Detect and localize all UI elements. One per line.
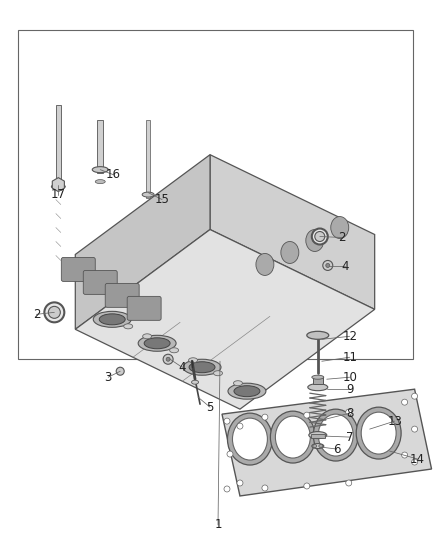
Circle shape — [326, 263, 330, 268]
Ellipse shape — [92, 167, 108, 173]
Ellipse shape — [318, 414, 353, 456]
Circle shape — [116, 367, 124, 375]
Text: 5: 5 — [206, 401, 214, 414]
Text: 4: 4 — [178, 361, 186, 374]
Ellipse shape — [270, 411, 315, 463]
Ellipse shape — [281, 241, 299, 263]
Ellipse shape — [361, 412, 396, 454]
Circle shape — [262, 485, 268, 491]
Text: 14: 14 — [410, 453, 425, 465]
Circle shape — [166, 357, 170, 361]
Text: 16: 16 — [106, 168, 121, 181]
Circle shape — [227, 451, 233, 457]
Polygon shape — [210, 155, 374, 309]
Ellipse shape — [51, 184, 65, 189]
Polygon shape — [75, 230, 374, 409]
FancyBboxPatch shape — [83, 270, 117, 294]
Ellipse shape — [234, 386, 260, 397]
Ellipse shape — [313, 409, 358, 461]
Text: 12: 12 — [342, 330, 357, 343]
Ellipse shape — [307, 332, 329, 340]
Ellipse shape — [309, 432, 327, 439]
Circle shape — [262, 414, 268, 420]
Ellipse shape — [143, 334, 152, 339]
Text: 8: 8 — [346, 407, 353, 419]
Ellipse shape — [99, 314, 125, 325]
Circle shape — [412, 426, 417, 432]
Bar — [311, 434, 325, 438]
Ellipse shape — [312, 375, 324, 379]
Ellipse shape — [331, 216, 349, 238]
Ellipse shape — [228, 383, 266, 399]
Text: 9: 9 — [346, 383, 353, 395]
Ellipse shape — [189, 362, 215, 373]
Circle shape — [315, 231, 325, 241]
Circle shape — [163, 354, 173, 364]
Circle shape — [304, 412, 310, 418]
Ellipse shape — [227, 413, 272, 465]
Circle shape — [323, 261, 333, 270]
Ellipse shape — [276, 416, 310, 458]
Ellipse shape — [142, 192, 154, 197]
Ellipse shape — [233, 381, 243, 386]
Ellipse shape — [308, 384, 328, 391]
Text: 10: 10 — [342, 371, 357, 384]
Text: 6: 6 — [333, 442, 340, 456]
Text: 11: 11 — [342, 351, 357, 364]
Bar — [97, 120, 103, 173]
Ellipse shape — [124, 324, 133, 329]
Text: 17: 17 — [51, 188, 66, 201]
Circle shape — [237, 480, 243, 486]
Circle shape — [44, 302, 64, 322]
Polygon shape — [52, 177, 64, 191]
Ellipse shape — [191, 380, 198, 384]
Circle shape — [304, 483, 310, 489]
Circle shape — [402, 452, 408, 458]
Ellipse shape — [170, 348, 179, 353]
Text: 1: 1 — [214, 519, 222, 531]
Text: 4: 4 — [341, 260, 349, 273]
Bar — [56, 105, 61, 190]
Ellipse shape — [306, 230, 324, 252]
Ellipse shape — [138, 335, 176, 351]
Text: 3: 3 — [105, 371, 112, 384]
Ellipse shape — [256, 254, 274, 276]
Circle shape — [237, 423, 243, 429]
Ellipse shape — [95, 180, 105, 183]
Ellipse shape — [312, 443, 324, 449]
Bar — [18, 30, 413, 359]
Text: 2: 2 — [33, 308, 40, 321]
Bar — [146, 120, 150, 198]
Circle shape — [346, 409, 352, 415]
Ellipse shape — [183, 359, 221, 375]
Polygon shape — [222, 389, 431, 496]
Text: 2: 2 — [338, 231, 346, 244]
Circle shape — [412, 393, 417, 399]
Text: 15: 15 — [155, 193, 170, 206]
Ellipse shape — [313, 445, 317, 448]
Bar — [313, 377, 323, 384]
FancyBboxPatch shape — [61, 257, 95, 281]
Ellipse shape — [233, 418, 267, 460]
Circle shape — [48, 306, 60, 318]
Ellipse shape — [319, 445, 323, 448]
Circle shape — [224, 486, 230, 492]
Circle shape — [412, 459, 417, 465]
Circle shape — [346, 480, 352, 486]
Circle shape — [402, 399, 408, 405]
Text: 7: 7 — [346, 431, 353, 443]
Ellipse shape — [356, 407, 401, 459]
FancyBboxPatch shape — [127, 296, 161, 320]
Ellipse shape — [213, 371, 223, 376]
FancyBboxPatch shape — [105, 284, 139, 308]
Circle shape — [312, 229, 328, 245]
Ellipse shape — [144, 338, 170, 349]
Polygon shape — [75, 155, 210, 329]
Ellipse shape — [189, 358, 198, 363]
Text: 13: 13 — [387, 415, 402, 427]
Circle shape — [224, 418, 230, 424]
Ellipse shape — [93, 311, 131, 327]
